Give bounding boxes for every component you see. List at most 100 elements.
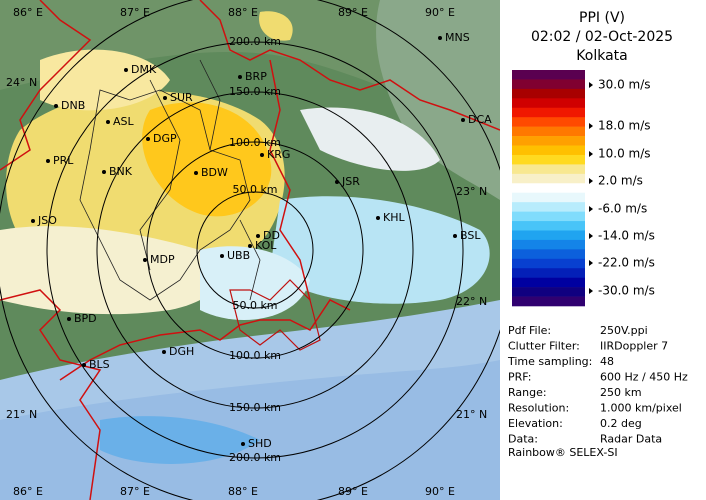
- city-label: BSL: [460, 229, 481, 242]
- city-label: MDP: [150, 253, 175, 266]
- legend-swatch: [512, 107, 585, 118]
- range-ring: [196, 191, 314, 309]
- lat-label: 21° N: [456, 408, 487, 421]
- header-text: 02:02 / 02-Oct-2025: [531, 29, 673, 45]
- city-marker: [238, 75, 242, 79]
- intl-border: [269, 59, 311, 301]
- city-label: KRG: [267, 148, 290, 161]
- city-label: BPD: [74, 312, 97, 325]
- info-value: IIRDoppler 7: [600, 340, 668, 353]
- range-rings: [0, 0, 500, 500]
- city-marker: [163, 96, 167, 100]
- range-label: 100.0 km: [229, 349, 281, 362]
- legend-swatch: [512, 258, 585, 269]
- range-label: 50.0 km: [232, 299, 277, 312]
- legend-arrow: [589, 288, 593, 294]
- district-border: [139, 59, 261, 301]
- header-text: PPI (V): [579, 10, 625, 26]
- city-label: SHD: [248, 437, 272, 450]
- city-label: DGH: [169, 345, 194, 358]
- info-value: 1.000 km/pixel: [600, 402, 682, 415]
- city-label: DNB: [61, 99, 85, 112]
- city-marker: [453, 234, 457, 238]
- info-key: Pdf File:: [508, 324, 551, 337]
- legend-arrow: [589, 82, 593, 88]
- legend-swatch: [512, 183, 585, 194]
- range-label: 150.0 km: [229, 85, 281, 98]
- city-marker: [82, 363, 86, 367]
- legend-swatch: [512, 79, 585, 90]
- legend-swatch: [512, 296, 585, 307]
- legend-swatch: [512, 164, 585, 175]
- city-marker: [220, 254, 224, 258]
- legend-arrow: [589, 151, 593, 157]
- legend-label: 2.0 m/s: [598, 174, 643, 188]
- range-label: 200.0 km: [229, 451, 281, 464]
- range-label: 50.0 km: [232, 183, 277, 196]
- lon-label: 86° E: [13, 485, 43, 498]
- city-marker: [124, 68, 128, 72]
- lon-label: 90° E: [425, 6, 455, 19]
- legend-swatch: [512, 249, 585, 260]
- lat-label: 24° N: [6, 76, 37, 89]
- legend-swatch: [512, 221, 585, 231]
- city-marker: [461, 118, 465, 122]
- lat-label: 22° N: [456, 295, 487, 308]
- city-marker: [67, 317, 71, 321]
- legend-label: -14.0 m/s: [598, 229, 655, 243]
- legend-swatch: [512, 154, 585, 165]
- lon-label: 88° E: [228, 485, 258, 498]
- info-value: 600 Hz / 450 Hz: [600, 371, 688, 384]
- info-key: Range:: [508, 386, 547, 399]
- legend-arrow: [589, 260, 593, 266]
- city-label: DD: [263, 229, 280, 242]
- city-label: SUR: [170, 91, 193, 104]
- city-label: DCA: [468, 113, 492, 126]
- info-value: 250V.ppi: [600, 324, 648, 337]
- legend-swatch: [512, 202, 585, 212]
- city-label: PRL: [53, 154, 74, 167]
- legend-swatch: [512, 98, 585, 109]
- range-ring: [96, 91, 414, 409]
- legend-swatch: [512, 126, 585, 137]
- district-border: [79, 89, 251, 301]
- lon-label: 86° E: [13, 6, 43, 19]
- city-label: DMK: [131, 63, 157, 76]
- legend-swatch: [512, 268, 585, 278]
- coastline: [59, 299, 351, 381]
- city-label: BDW: [201, 166, 228, 179]
- city-marker: [335, 180, 339, 184]
- lat-label: 21° N: [6, 408, 37, 421]
- info-key: PRF:: [508, 371, 531, 384]
- legend-swatch: [512, 145, 585, 156]
- range-ring: [46, 41, 464, 459]
- legend-label: -22.0 m/s: [598, 256, 655, 270]
- city-marker: [31, 219, 35, 223]
- legend-label: 18.0 m/s: [598, 119, 651, 133]
- city-marker: [46, 159, 50, 163]
- legend-swatch: [512, 230, 585, 241]
- city-marker: [102, 170, 106, 174]
- range-label: 150.0 km: [229, 401, 281, 414]
- info-key: Clutter Filter:: [508, 340, 580, 353]
- range-ring: [146, 141, 364, 359]
- lon-label: 88° E: [228, 6, 258, 19]
- city-marker: [162, 350, 166, 354]
- city-label: BNK: [109, 165, 133, 178]
- lon-label: 90° E: [425, 485, 455, 498]
- legend-swatch: [512, 117, 585, 127]
- legend-swatch: [512, 277, 585, 288]
- info-key: Resolution:: [508, 402, 569, 415]
- city-label: DGP: [153, 132, 177, 145]
- state-border: [199, 0, 500, 131]
- legend-arrow: [589, 206, 593, 212]
- info-key: Elevation:: [508, 417, 563, 430]
- city-label: KHL: [383, 211, 405, 224]
- legend-swatch: [512, 287, 585, 297]
- city-marker: [256, 234, 260, 238]
- legend-swatch: [512, 136, 585, 146]
- city-marker: [54, 104, 58, 108]
- info-value: 0.2 deg: [600, 417, 642, 430]
